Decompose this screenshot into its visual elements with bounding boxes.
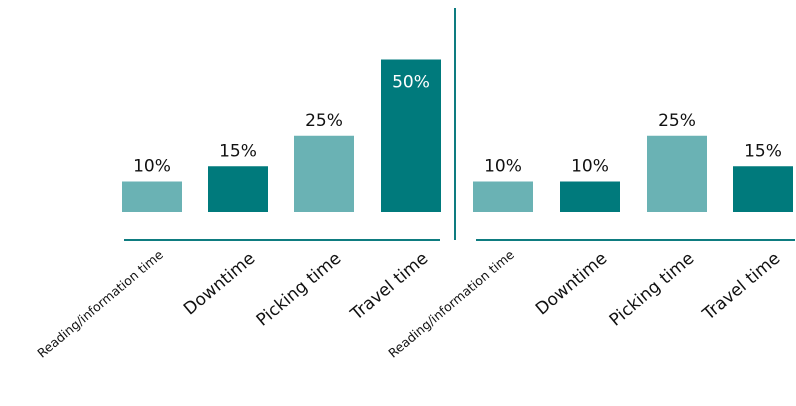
category-label: Picking time bbox=[253, 249, 345, 331]
bar bbox=[647, 135, 707, 212]
bar bbox=[733, 166, 793, 212]
value-label: 25% bbox=[658, 111, 696, 131]
value-label: 10% bbox=[484, 157, 522, 177]
category-label: Travel time bbox=[346, 249, 432, 326]
value-label: 50% bbox=[392, 73, 430, 93]
category-label: Downtime bbox=[532, 249, 611, 320]
value-label: 15% bbox=[219, 141, 257, 161]
value-label: 10% bbox=[571, 157, 609, 177]
bar bbox=[560, 181, 620, 212]
bar bbox=[381, 59, 441, 212]
chart-panel-2: 10%Reading/information time10%Downtime25… bbox=[385, 111, 795, 361]
value-label: 15% bbox=[744, 141, 782, 161]
bar bbox=[122, 181, 182, 212]
category-label: Picking time bbox=[606, 249, 698, 331]
bar bbox=[208, 166, 268, 212]
bar bbox=[294, 135, 354, 212]
value-label: 10% bbox=[133, 157, 171, 177]
value-label: 25% bbox=[305, 111, 343, 131]
category-label: Downtime bbox=[180, 249, 259, 320]
bar bbox=[473, 181, 533, 212]
category-label: Reading/information time bbox=[34, 247, 166, 361]
chart-panel-1: 10% Reading/information time 15% Downtime 25… bbox=[34, 59, 441, 361]
chart-panels: 10% Reading/information time 15% Downtime 25… bbox=[34, 59, 795, 361]
category-label: Travel time bbox=[698, 249, 784, 326]
